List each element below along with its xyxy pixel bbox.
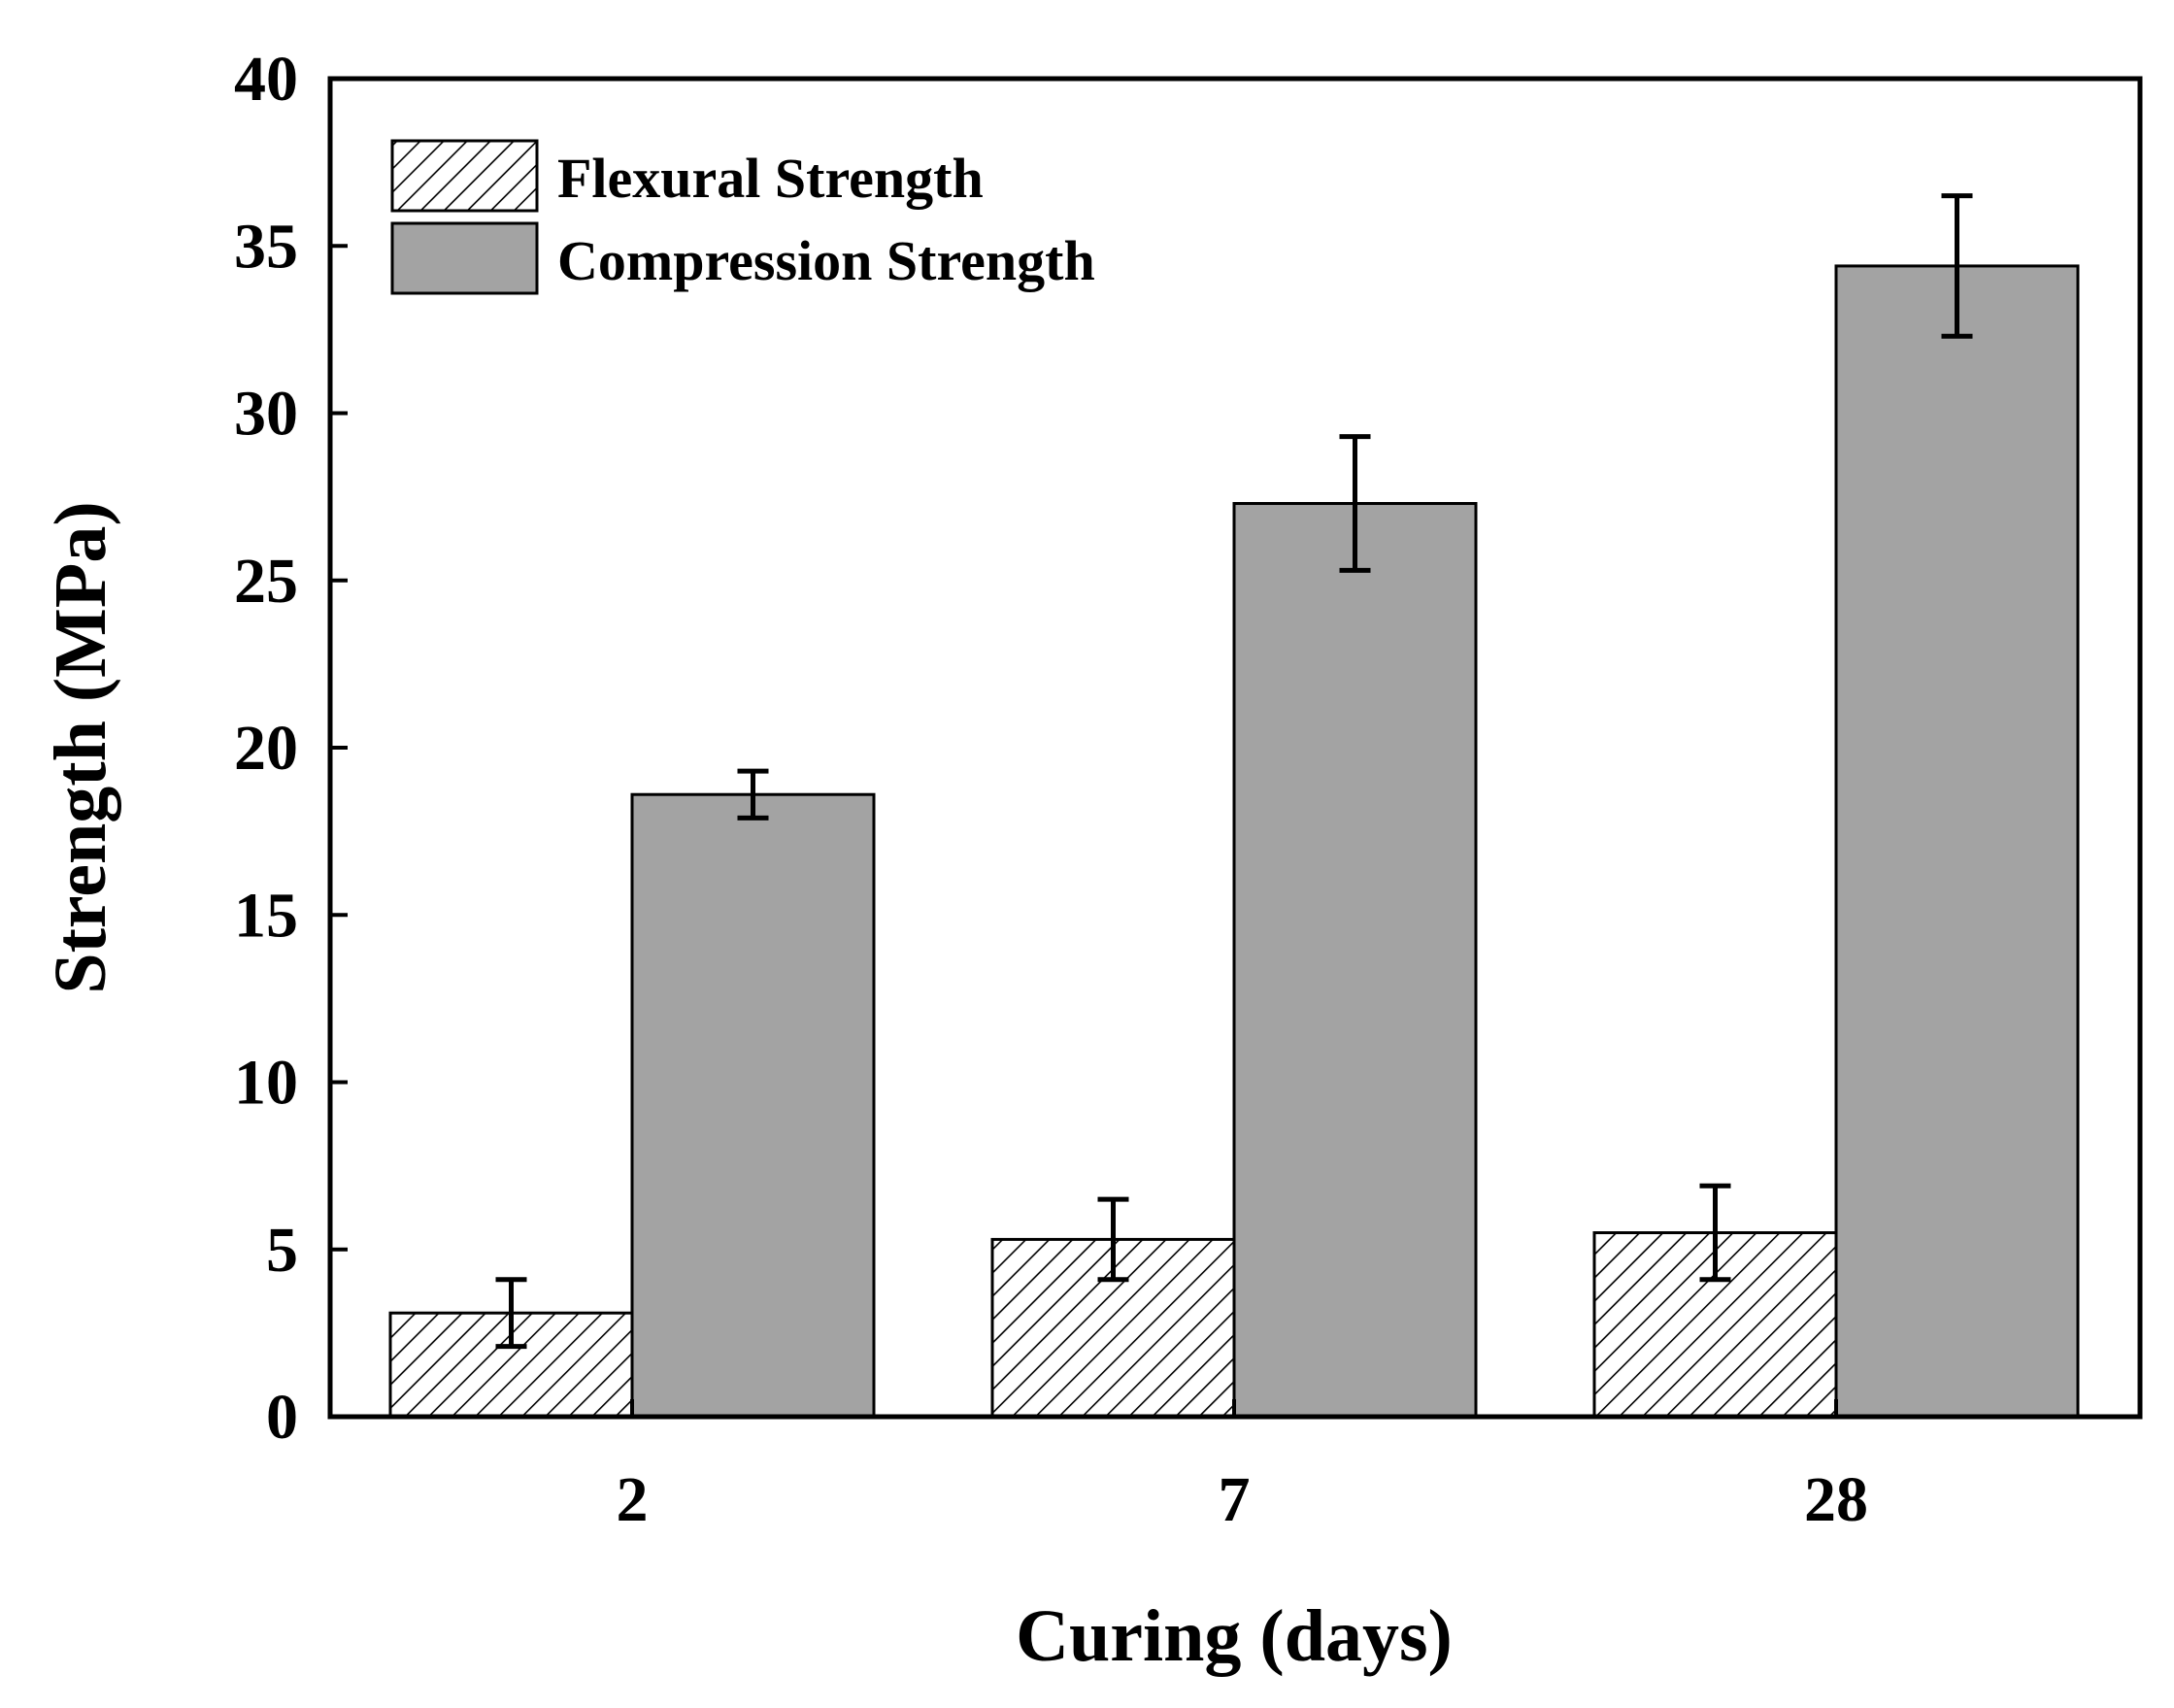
error-bar-compression-2 xyxy=(737,768,769,821)
bar-compression-7 xyxy=(1232,502,1478,1419)
y-tick-label: 15 xyxy=(234,880,298,951)
y-tick-label: 40 xyxy=(234,44,298,115)
legend-label-compression: Compression Strength xyxy=(557,229,1095,292)
y-tick-label: 10 xyxy=(234,1048,298,1119)
y-tick-label: 25 xyxy=(234,546,298,617)
y-tick-label: 35 xyxy=(234,211,298,282)
error-bar-flexural-7 xyxy=(1097,1196,1129,1283)
y-tick-label: 20 xyxy=(234,713,298,784)
y-tick-label: 0 xyxy=(266,1382,298,1453)
bar-compression-28 xyxy=(1834,264,2080,1419)
error-bar-flexural-2 xyxy=(495,1277,527,1350)
legend: Flexural Strength Compression Strength xyxy=(390,139,1095,295)
y-axis: 0 5 10 15 20 25 30 35 40 xyxy=(234,44,348,1453)
legend-swatch-compression xyxy=(390,221,539,295)
error-bars-layer xyxy=(495,193,1973,1350)
y-tick-label: 30 xyxy=(234,379,298,450)
x-axis-label: Curing (days) xyxy=(1016,1595,1453,1677)
error-bar-compression-28 xyxy=(1941,193,1973,339)
y-tick-label: 5 xyxy=(266,1215,298,1286)
bars-layer xyxy=(388,264,2080,1419)
x-tick-label: 2 xyxy=(617,1464,649,1535)
x-axis: 2 7 28 xyxy=(617,1399,1868,1535)
legend-label-flexural: Flexural Strength xyxy=(557,147,984,210)
x-tick-label: 7 xyxy=(1219,1464,1251,1535)
legend-swatch-flexural xyxy=(390,139,539,213)
bar-compression-2 xyxy=(630,792,876,1419)
x-tick-label: 28 xyxy=(1804,1464,1868,1535)
error-bar-flexural-28 xyxy=(1699,1183,1731,1283)
y-axis-label: Strength (MPa) xyxy=(40,501,121,993)
error-bar-compression-7 xyxy=(1339,434,1371,573)
